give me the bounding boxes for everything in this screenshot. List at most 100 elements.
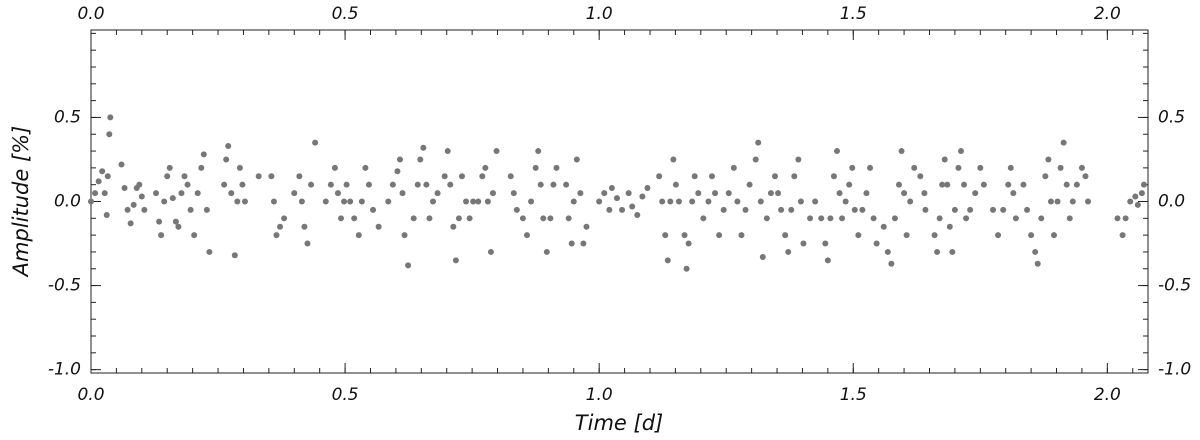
- data-point: [725, 190, 732, 197]
- data-point: [1020, 181, 1027, 188]
- data-point: [946, 223, 953, 230]
- data-point: [405, 262, 412, 269]
- data-point: [963, 215, 970, 222]
- data-point: [836, 190, 843, 197]
- data-point: [547, 215, 554, 222]
- data-point: [1028, 232, 1035, 239]
- data-point: [304, 240, 311, 247]
- data-point: [830, 173, 837, 180]
- data-point: [178, 190, 185, 197]
- data-point: [338, 215, 345, 222]
- data-point: [742, 206, 749, 213]
- data-point: [734, 198, 741, 205]
- data-point: [273, 232, 280, 239]
- data-point: [795, 156, 802, 163]
- data-point: [812, 198, 819, 205]
- data-point: [580, 240, 587, 247]
- data-point: [685, 240, 692, 247]
- data-point: [644, 185, 651, 192]
- data-point: [755, 139, 762, 146]
- data-point: [583, 223, 590, 230]
- data-point: [667, 198, 674, 205]
- x-tick-label-top: 1.0: [586, 4, 613, 24]
- data-point: [977, 164, 984, 171]
- data-point: [708, 173, 715, 180]
- data-point: [944, 181, 951, 188]
- data-point: [255, 173, 262, 180]
- data-point: [198, 164, 205, 171]
- data-point: [1078, 164, 1085, 171]
- data-point: [524, 232, 531, 239]
- data-point: [441, 173, 448, 180]
- data-point: [470, 198, 477, 205]
- data-point: [1060, 139, 1067, 146]
- data-point: [634, 211, 641, 218]
- data-point: [535, 148, 542, 155]
- data-point: [543, 248, 550, 255]
- data-point: [417, 156, 424, 163]
- data-point: [124, 206, 131, 213]
- data-point: [1007, 164, 1014, 171]
- data-point: [191, 232, 198, 239]
- data-point: [827, 215, 834, 222]
- y-tick-label: -0.5: [48, 276, 81, 296]
- data-point: [1069, 198, 1076, 205]
- data-point: [846, 181, 853, 188]
- data-point: [1000, 206, 1007, 213]
- data-point: [898, 148, 905, 155]
- data-point: [951, 206, 958, 213]
- y-tick-label-right: 0.0: [1158, 192, 1185, 212]
- data-point: [1063, 181, 1070, 188]
- data-point: [608, 185, 615, 192]
- data-point: [870, 215, 877, 222]
- data-point: [675, 198, 682, 205]
- y-axis-label: Amplitude [%]: [9, 126, 33, 279]
- data-point: [301, 223, 308, 230]
- data-point: [327, 181, 334, 188]
- data-point: [712, 190, 719, 197]
- data-point: [720, 206, 727, 213]
- data-point: [936, 215, 943, 222]
- data-point: [401, 232, 408, 239]
- data-point: [903, 232, 910, 239]
- data-point: [487, 248, 494, 255]
- data-point: [362, 164, 369, 171]
- x-tick-label-top: 0.0: [77, 4, 104, 24]
- data-point: [730, 164, 737, 171]
- data-point: [788, 206, 795, 213]
- data-point: [911, 164, 918, 171]
- data-point: [231, 252, 238, 259]
- data-point: [228, 190, 235, 197]
- data-point: [656, 173, 663, 180]
- data-point: [1082, 173, 1089, 180]
- data-point: [895, 181, 902, 188]
- data-point: [466, 215, 473, 222]
- x-tick-label: 2.0: [1094, 385, 1121, 405]
- data-point: [281, 215, 288, 222]
- data-point: [221, 181, 228, 188]
- data-point: [358, 198, 365, 205]
- data-point: [1057, 164, 1064, 171]
- data-point: [625, 190, 632, 197]
- data-point: [420, 144, 427, 151]
- data-point: [426, 215, 433, 222]
- data-point: [1042, 173, 1049, 180]
- data-point: [797, 198, 804, 205]
- data-point: [1032, 248, 1039, 255]
- data-point: [298, 198, 305, 205]
- data-point: [941, 156, 948, 163]
- data-point: [672, 181, 679, 188]
- data-point: [200, 151, 207, 158]
- data-point: [1010, 190, 1017, 197]
- data-point: [370, 206, 377, 213]
- data-point: [757, 198, 764, 205]
- data-point: [639, 193, 646, 200]
- x-tick-label: 1.0: [586, 385, 613, 405]
- data-point: [343, 181, 350, 188]
- x-tick-label-top: 1.5: [840, 4, 867, 24]
- data-point: [683, 265, 690, 272]
- data-point: [187, 206, 194, 213]
- data-point: [691, 173, 698, 180]
- data-point: [934, 248, 941, 255]
